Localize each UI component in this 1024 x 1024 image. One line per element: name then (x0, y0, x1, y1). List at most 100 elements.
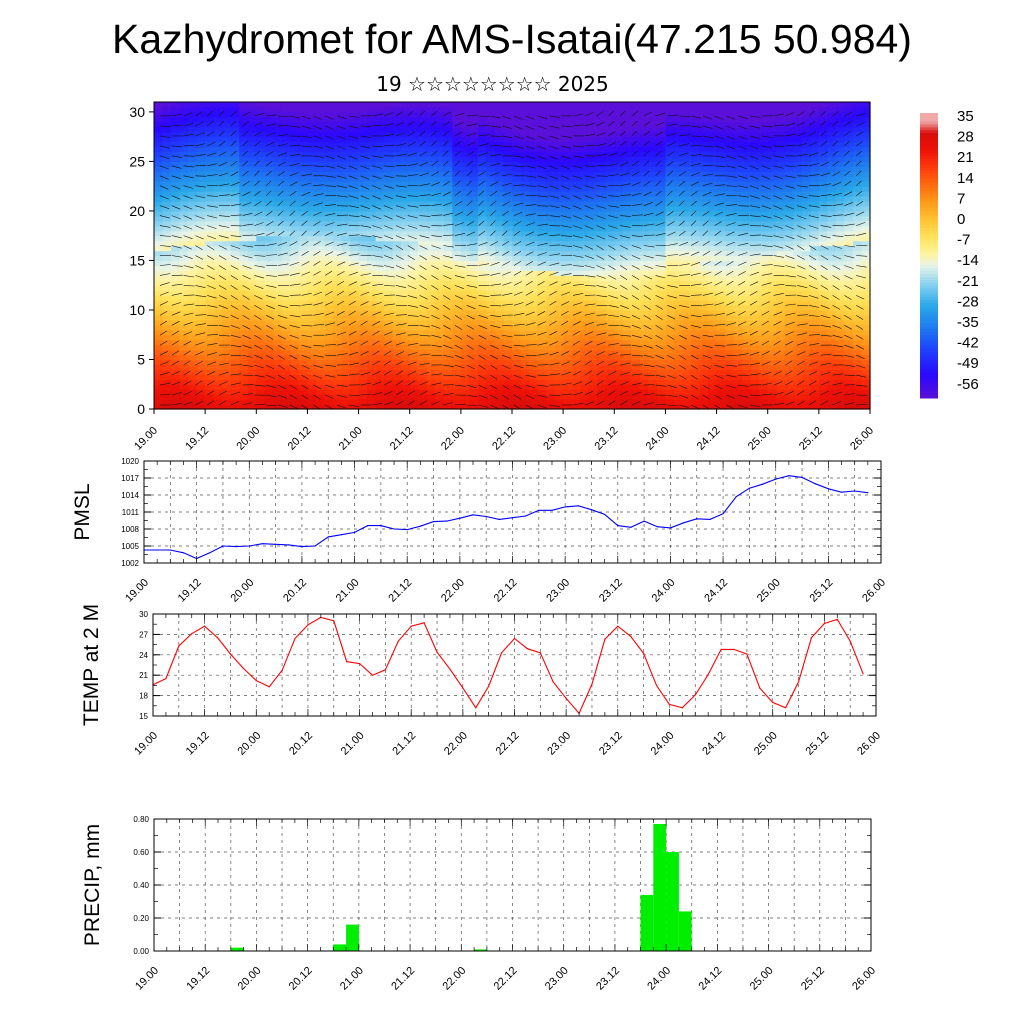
heatmap-cell (256, 235, 266, 242)
heatmap-cell (307, 389, 317, 395)
heatmap-cell (622, 171, 632, 177)
heatmap-cell (375, 260, 385, 266)
heatmap-cell (520, 116, 530, 123)
heatmap-cell (648, 106, 658, 113)
heatmap-cell (333, 354, 343, 361)
heatmap-cell (733, 334, 743, 341)
heatmap-cell (426, 374, 436, 380)
heatmap-cell (691, 305, 701, 311)
heatmap-cell (691, 146, 701, 153)
heatmap-cell (648, 156, 658, 163)
heatmap-cell (333, 260, 343, 266)
heatmap-cell (247, 166, 257, 172)
heatmap-cell (315, 245, 326, 252)
heatmap-cell (154, 260, 164, 266)
heatmap-cell (622, 121, 632, 128)
heatmap-cell (691, 156, 701, 163)
heatmap-cell (162, 136, 172, 143)
heatmap-cell (460, 379, 470, 385)
heatmap-cell (384, 314, 394, 321)
heatmap-cell (759, 210, 769, 217)
heatmap-cell (298, 255, 309, 262)
heatmap-cell (818, 339, 828, 346)
heatmap-cell (699, 314, 709, 321)
heatmap-cell (239, 319, 249, 326)
heatmap-cell (435, 141, 445, 148)
heatmap-cell (477, 176, 488, 182)
heatmap-cell (247, 379, 257, 385)
heatmap-cell (273, 121, 283, 128)
heatmap-cell (315, 260, 326, 266)
heatmap-cell (503, 106, 513, 113)
heatmap-cell (716, 220, 726, 227)
heatmap-cell (290, 181, 300, 187)
heatmap-cell (529, 314, 539, 321)
heatmap-cell (776, 240, 786, 247)
heatmap-cell (401, 285, 411, 291)
heatmap-cell (358, 166, 368, 172)
heatmap-cell (631, 364, 641, 370)
heatmap-cell (742, 116, 752, 123)
heatmap-cell (716, 379, 726, 385)
heatmap-cell (767, 384, 777, 390)
heatmap-cell (162, 111, 172, 118)
heatmap-cell (392, 265, 402, 271)
heatmap-cell (324, 141, 334, 148)
heatmap-cell (154, 230, 164, 237)
heatmap-cell (563, 215, 573, 222)
heatmap-cell (222, 280, 232, 286)
heatmap-cell (759, 329, 769, 336)
heatmap-cell (435, 151, 445, 158)
heatmap-cell (426, 384, 436, 390)
heatmap-cell (375, 295, 385, 301)
heatmap-cell (563, 141, 573, 148)
heatmap-cell (631, 230, 641, 237)
heatmap-cell (350, 215, 360, 222)
heatmap-cell (767, 265, 777, 271)
heatmap-cell (452, 369, 462, 375)
heatmap-cell (179, 126, 189, 133)
heatmap-cell (205, 265, 215, 271)
heatmap-cell (418, 126, 428, 133)
heatmap-cell (580, 324, 590, 331)
heatmap-cell (460, 111, 470, 118)
heatmap-cell (733, 270, 743, 276)
heatmap-cell (580, 131, 590, 138)
heatmap-cell (793, 295, 803, 301)
heatmap-cell (639, 305, 649, 311)
heatmap-cell (273, 344, 283, 351)
heatmap-cell (418, 240, 428, 247)
heatmap-cell (631, 215, 641, 222)
heatmap-cell (759, 265, 769, 271)
heatmap-cell (315, 295, 326, 301)
heatmap-cell (418, 399, 428, 405)
heatmap-cell (154, 186, 164, 192)
heatmap-cell (392, 215, 402, 222)
heatmap-cell (477, 196, 488, 202)
heatmap-cell (188, 245, 198, 252)
heatmap-cell (239, 364, 249, 370)
heatmap-cell (469, 171, 479, 177)
heatmap-cell (486, 305, 496, 311)
heatmap-cell (733, 220, 743, 227)
heatmap-cell (767, 141, 777, 148)
heatmap-cell (392, 280, 402, 286)
heatmap-cell (708, 275, 718, 281)
heatmap-cell (324, 186, 334, 192)
heatmap-cell (315, 359, 326, 366)
heatmap-cell (401, 359, 411, 366)
heatmap-cell (665, 275, 675, 281)
heatmap-cell (469, 364, 479, 370)
heatmap-cell (443, 260, 453, 266)
heatmap-cell (725, 339, 735, 346)
heatmap-cell (767, 280, 777, 286)
heatmap-cell (290, 106, 300, 113)
heatmap-cell (409, 210, 419, 217)
heatmap-cell (452, 339, 462, 346)
heatmap-cell (264, 349, 274, 356)
heatmap-cell (742, 300, 752, 306)
heatmap-cell (298, 260, 309, 266)
heatmap-cell (818, 354, 828, 361)
heatmap-cell (350, 394, 360, 400)
heatmap-cell (341, 106, 351, 113)
